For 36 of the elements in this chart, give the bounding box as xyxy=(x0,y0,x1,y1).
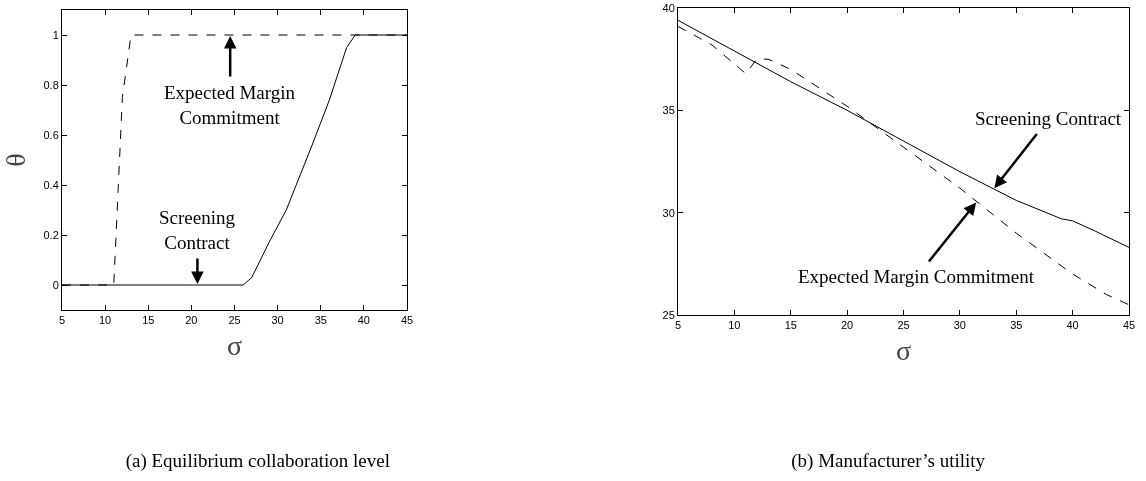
x-axis-title: σ xyxy=(226,330,243,362)
text: (b) Manufacturer’s utility xyxy=(791,449,986,472)
y-tick-label: 40 xyxy=(662,1,675,14)
x-tick-label: 35 xyxy=(314,314,327,327)
x-tick-label: 45 xyxy=(400,314,414,327)
y-tick-label: 0.2 xyxy=(43,228,59,241)
x-tick-label: 40 xyxy=(1066,319,1079,332)
y-tick-label: 1 xyxy=(52,28,59,41)
x-tick-label: 25 xyxy=(228,314,241,327)
x-tick-label: 35 xyxy=(1010,319,1023,332)
annotation: Screening Contract xyxy=(975,108,1122,129)
annotation: Expected Margin Commitment xyxy=(798,266,1035,287)
x-tick-label: 15 xyxy=(784,319,797,332)
x-tick-label: 30 xyxy=(271,314,284,327)
x-tick-label: 5 xyxy=(58,314,66,327)
y-tick-label: 0.8 xyxy=(43,78,59,91)
y-tick-label: 35 xyxy=(662,104,675,117)
y-tick-label: 0.4 xyxy=(43,178,59,191)
y-tick-label: 30 xyxy=(662,206,675,219)
y-tick-label: 0.6 xyxy=(43,128,59,141)
annotation: Expected Margin Commitment xyxy=(164,82,296,128)
x-tick-label: 15 xyxy=(142,314,155,327)
x-tick-label: 25 xyxy=(897,319,910,332)
x-tick-label: 10 xyxy=(728,319,741,332)
x-tick-label: 40 xyxy=(357,314,371,327)
x-tick-label: 45 xyxy=(1122,319,1136,332)
y-axis-title: θ xyxy=(0,153,31,167)
x-tick-label: 10 xyxy=(99,314,112,327)
x-tick-label: 20 xyxy=(185,314,198,327)
x-tick-label: 5 xyxy=(674,319,682,332)
x-tick-label: 30 xyxy=(953,319,967,332)
x-tick-label: 20 xyxy=(841,319,854,332)
annotation: Screening Contract xyxy=(159,207,236,253)
x-axis-title: σ xyxy=(895,335,912,367)
text: (a) Equilibrium collaboration level xyxy=(125,449,391,472)
y-tick-label: 0 xyxy=(52,278,59,291)
